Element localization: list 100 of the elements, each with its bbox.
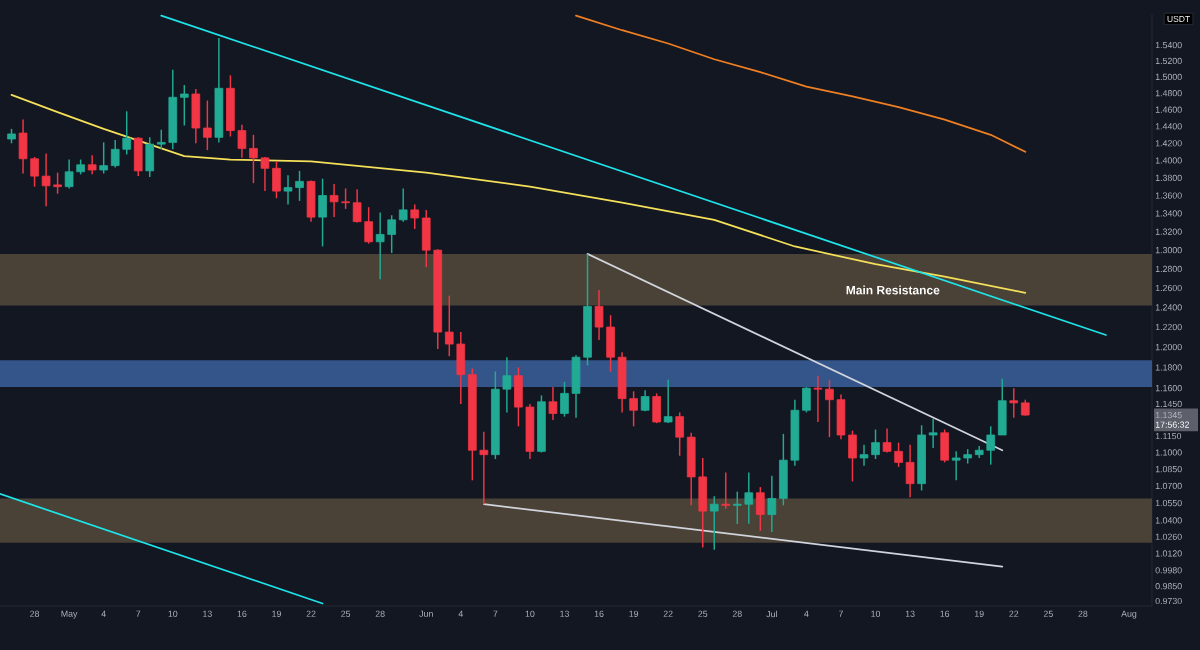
candlestick: [986, 425, 996, 466]
y-tick-label: 1.5400: [1155, 41, 1182, 49]
y-tick-label: 1.0850: [1155, 465, 1182, 473]
y-tick-label: 1.5000: [1155, 73, 1182, 81]
y-tick-label: 0.9730: [1155, 597, 1182, 605]
candlestick: [675, 411, 684, 457]
x-tick-label: 25: [698, 610, 708, 617]
x-tick-label: 4: [101, 610, 106, 617]
candlestick: [871, 428, 880, 460]
candlestick: [249, 134, 258, 184]
candlestick: [318, 177, 327, 248]
x-tick-label: 19: [272, 610, 281, 617]
candlestick: [744, 471, 754, 525]
candlestick: [272, 160, 281, 199]
line-series: [10, 93, 1027, 294]
x-tick-label: 7: [493, 610, 498, 617]
candlestick: [352, 188, 362, 224]
y-tick-label: 0.9980: [1155, 567, 1182, 574]
y-tick-label: 0.9850: [1155, 583, 1182, 590]
y-tick-label: 1.2400: [1155, 304, 1182, 311]
x-tick-label: 22: [306, 610, 316, 617]
y-tick-label: 1.2000: [1155, 343, 1182, 351]
x-tick-label: Jun: [419, 610, 433, 617]
candlestick: [410, 203, 420, 230]
y-tick-label: 1.3800: [1155, 174, 1182, 181]
candlestick: [721, 471, 731, 510]
y-tick-label: 1.0700: [1155, 482, 1182, 490]
text: 17:56:32: [1155, 421, 1190, 428]
y-tick-label: 1.3400: [1155, 210, 1182, 217]
y-tick-label: 1.1800: [1155, 364, 1182, 371]
y-tick-label: 1.0260: [1155, 533, 1182, 540]
candlestick: [756, 486, 765, 532]
x-tick-label: 16: [237, 610, 247, 617]
candlestick: [663, 379, 673, 424]
x-tick-label: 22: [1009, 610, 1019, 617]
y-tick-label: 1.3600: [1155, 192, 1182, 199]
candlestick: [329, 183, 339, 218]
x-tick-label: 19: [629, 610, 639, 617]
candlestick: [364, 206, 373, 245]
candlestick: [825, 379, 834, 438]
y-tick-label: 1.1000: [1155, 449, 1182, 456]
x-tick-label: May: [61, 610, 78, 619]
x-tick-label: 7: [136, 610, 141, 617]
candlestick: [928, 418, 938, 449]
candlestick: [30, 156, 39, 188]
y-tick-label: 1.2800: [1155, 265, 1182, 273]
candlestick: [341, 187, 350, 210]
candlestick: [99, 141, 108, 175]
y-tick-label: 1.0400: [1155, 517, 1182, 524]
x-tick-label: 25: [341, 610, 351, 617]
candlestick: [560, 381, 569, 418]
candlestick: [951, 450, 961, 482]
candlestick: [295, 170, 304, 202]
y-tick-label: 1.0550: [1155, 499, 1182, 507]
x-tick-label: Aug: [1121, 610, 1137, 619]
candlestick: [905, 444, 915, 499]
y-tick-label: 1.4800: [1155, 90, 1182, 97]
candlestick: [260, 156, 270, 192]
y-tick-label: 1.4400: [1155, 123, 1182, 130]
x-tick-label: 25: [1043, 610, 1053, 617]
y-tick-label: 1.0120: [1155, 550, 1182, 557]
x-tick-label: 4: [458, 610, 463, 617]
x-tick-label: Jul: [766, 610, 777, 618]
candlestick: [444, 294, 454, 357]
candlestick: [709, 495, 719, 551]
candlestick: [203, 99, 212, 151]
candlestick: [479, 430, 489, 505]
candlestick: [502, 356, 512, 414]
candlestick: [848, 429, 857, 483]
candlestick: [548, 386, 558, 421]
y-tick-label: 1.3000: [1155, 247, 1182, 254]
candlestick: [41, 152, 51, 208]
candlestick: [64, 158, 74, 190]
y-tick-label: 1.2200: [1155, 323, 1182, 331]
candlestick: [802, 386, 811, 414]
x-tick-label: 10: [525, 610, 535, 617]
candlestick: [732, 490, 742, 525]
y-tick-label: 1.4000: [1155, 157, 1182, 164]
candlestick: [398, 187, 408, 223]
candlestick: [283, 174, 293, 206]
x-tick-label: 13: [560, 610, 569, 617]
y-tick-label: 1.1150: [1155, 432, 1182, 440]
candlestick: [629, 390, 638, 428]
candlestick: [594, 289, 604, 341]
x-tick-label: 16: [594, 610, 604, 617]
y-tick-label: 1.3200: [1155, 228, 1182, 235]
candlestick: [387, 214, 396, 254]
y-tick-label: 1.1345: [1155, 411, 1182, 419]
x-tick-label: 28: [375, 610, 385, 617]
x-tick-label: 13: [203, 610, 212, 617]
candlestick: [53, 171, 62, 195]
candlestick: [813, 374, 823, 423]
candlestick: [894, 441, 903, 468]
candlestick: [110, 139, 120, 169]
x-tick-label: 28: [1078, 610, 1088, 617]
x-tick-label: 19: [974, 610, 984, 617]
y-tick-label: 1.4200: [1155, 140, 1182, 147]
x-tick-label: 28: [30, 610, 40, 617]
candlestick: [237, 123, 247, 159]
candlestick: [87, 154, 97, 176]
